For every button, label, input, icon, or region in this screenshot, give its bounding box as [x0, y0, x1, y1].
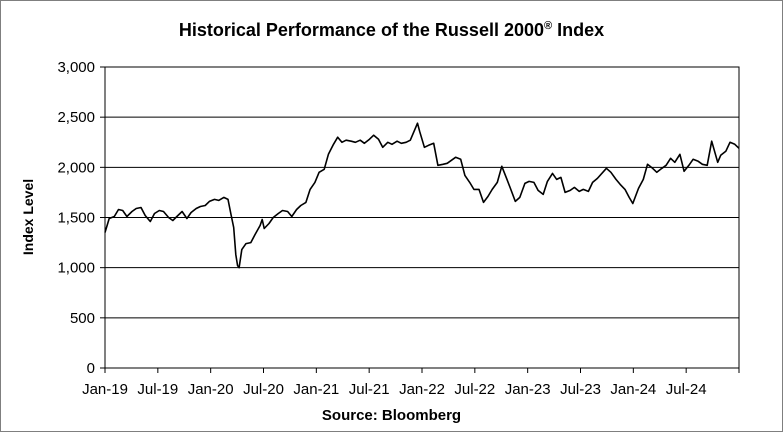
x-tick-label: Jul-24	[666, 381, 707, 398]
x-tick-label: Jul-23	[560, 381, 601, 398]
x-axis-label-source: Source: Bloomberg	[321, 407, 462, 424]
x-tick-label: Jan-23	[505, 381, 551, 398]
x-tick-label: Jul-19	[137, 381, 178, 398]
x-tick-label: Jan-24	[610, 381, 656, 398]
x-tick-label: Jan-19	[82, 381, 128, 398]
x-axis-ticks: Jan-19 Jul-19 Jan-20 Jul-20 Jan-21 Jul-21 Jan-…	[82, 368, 740, 398]
x-tick-label: Jan-21	[293, 381, 339, 398]
x-tick-label: Jul-22	[454, 381, 495, 398]
plot-area-border	[104, 66, 740, 369]
y-axis-label: Index Level	[20, 179, 36, 255]
chart-title: Historical Performance of the Russell 20…	[0, 20, 783, 41]
gridlines	[105, 116, 739, 319]
y-tick-label: 0	[87, 360, 95, 377]
y-tick-label: 1,500	[57, 210, 95, 227]
x-tick-label: Jan-22	[399, 381, 445, 398]
y-tick-label: 2,000	[57, 159, 95, 176]
x-tick-label: Jan-20	[188, 381, 234, 398]
chart-title-text: Historical Performance of the Russell 20…	[178, 20, 545, 40]
y-tick-label: 2,500	[57, 109, 95, 126]
x-tick-label: Jul-20	[243, 381, 284, 398]
y-axis-ticks: 0 500 1,000 1,500 2,000 2,500 3,000	[57, 59, 105, 377]
y-tick-label: 3,000	[57, 59, 95, 76]
series-line-russell-2000	[104, 122, 740, 269]
y-tick-label: 500	[70, 310, 95, 327]
chart-title-suffix: Index	[552, 20, 605, 40]
x-tick-label: Jul-21	[349, 381, 390, 398]
y-tick-label: 1,000	[57, 260, 95, 277]
registered-mark: ®	[544, 20, 553, 32]
